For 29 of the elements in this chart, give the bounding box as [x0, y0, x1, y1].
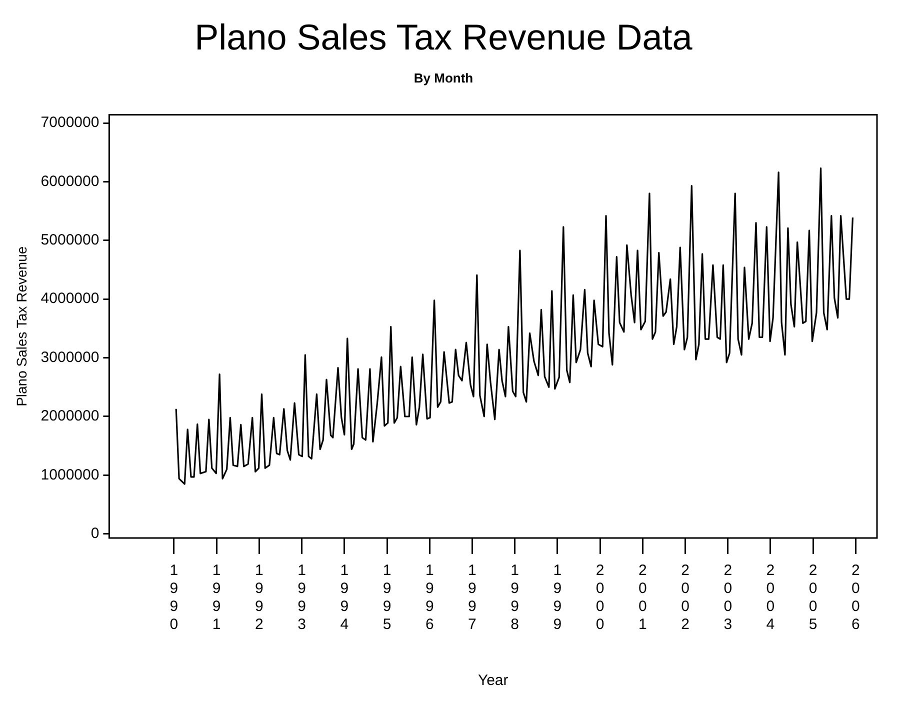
x-tick-label: 2 0 0 5	[808, 562, 818, 634]
x-tick-label: 1 9 9 8	[510, 562, 519, 634]
x-tick-label: 1 9 9 4	[340, 562, 349, 634]
chart-subtitle: By Month	[414, 70, 474, 86]
x-tick-label: 2 0 0 4	[766, 562, 775, 634]
x-tick-label: 1 9 9 0	[170, 562, 178, 634]
y-tick-label: 6000000	[40, 172, 100, 190]
chart-title: Plano Sales Tax Revenue Data	[194, 16, 694, 58]
x-tick-label: 1 9 9 2	[255, 562, 264, 634]
x-tick-label: 2 0 0 3	[724, 562, 732, 634]
x-axis-title: Year	[478, 672, 508, 690]
y-tick-label: 2000000	[40, 408, 100, 425]
x-tick-label: 2 0 0 0	[596, 562, 604, 634]
y-tick-label: 0	[90, 525, 100, 542]
x-tick-label: 1 9 9 5	[382, 562, 392, 634]
x-tick-label: 1 9 9 1	[212, 562, 221, 634]
x-tick-label: 1 9 9 9	[553, 562, 562, 634]
x-tick-label: 1 9 9 3	[298, 562, 306, 634]
x-tick-label: 1 9 9 7	[468, 562, 476, 634]
x-tick-label: 2 0 0 2	[681, 562, 690, 634]
y-tick-label: 1000000	[40, 466, 100, 484]
y-tick-label: 4000000	[40, 290, 100, 308]
x-tick-label: 2 0 0 1	[638, 562, 647, 634]
x-tick-label: 2 0 0 6	[852, 562, 860, 634]
y-tick-label: 7000000	[40, 114, 100, 132]
x-tick-label: 1 9 9 6	[425, 562, 434, 634]
y-axis-title: Plano Sales Tax Revenue	[13, 246, 30, 406]
y-tick-label: 5000000	[40, 232, 100, 249]
y-tick-label: 3000000	[40, 348, 100, 366]
